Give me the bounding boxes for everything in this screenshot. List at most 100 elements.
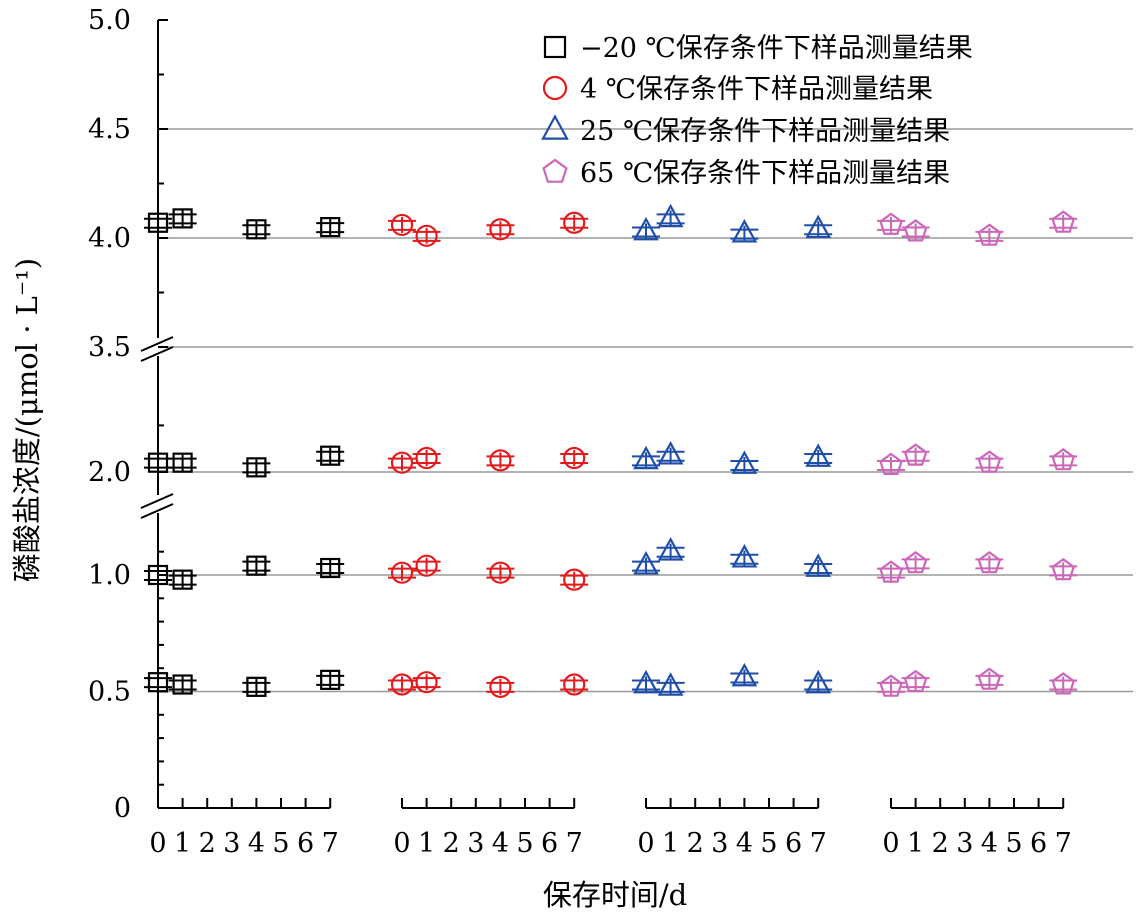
data-point: [486, 218, 515, 241]
x-tick-label: 3: [223, 828, 240, 859]
data-point: [656, 672, 685, 696]
data-point: [632, 669, 660, 694]
y-tick-label: 4.5: [88, 114, 131, 145]
marker: [489, 561, 512, 584]
data-point: [560, 673, 589, 696]
data-point: [144, 564, 172, 586]
y-tick-label: 3.5: [88, 332, 131, 363]
data-marks: [144, 203, 1078, 698]
marker: [879, 452, 903, 475]
data-point: [975, 450, 1004, 473]
data-point: [1049, 672, 1078, 695]
marker: [633, 445, 659, 470]
data-point: [412, 224, 441, 247]
grid-lines: [158, 128, 1133, 693]
x-tick-label: 3: [711, 828, 728, 859]
marker: [977, 450, 1002, 473]
legend-label: 25 ℃保存条件下样品测量结果: [580, 116, 950, 147]
series-group: [388, 211, 589, 698]
data-point: [486, 449, 515, 472]
marker: [147, 564, 169, 586]
marker: [563, 446, 586, 470]
legend-entry: 25 ℃保存条件下样品测量结果: [541, 114, 950, 147]
marker: [147, 212, 169, 233]
marker: [903, 551, 928, 574]
data-point: [656, 441, 685, 465]
marker: [489, 449, 512, 472]
data-point: [804, 214, 833, 239]
marker: [320, 557, 341, 579]
data-point: [486, 675, 515, 698]
data-point: [975, 551, 1004, 574]
data-point: [412, 446, 441, 470]
marker: [563, 673, 586, 696]
x-axis-title: 保存时间/d: [543, 878, 687, 912]
legend-marker-triangle: [541, 114, 569, 140]
marker: [977, 667, 1002, 690]
marker: [903, 219, 928, 242]
marker: [633, 216, 659, 241]
data-point: [388, 451, 416, 474]
data-point: [1049, 210, 1078, 233]
marker: [172, 208, 193, 229]
data-point: [144, 212, 172, 233]
legend-entry: 65 ℃保存条件下样品测量结果: [542, 158, 950, 189]
data-point: [486, 561, 515, 584]
marker: [489, 675, 512, 698]
data-point: [388, 673, 416, 696]
marker: [731, 662, 758, 687]
data-point: [1049, 557, 1078, 581]
series-group: [632, 203, 833, 696]
x-tick-label: 5: [760, 828, 777, 859]
x-tick-label: 1: [418, 828, 435, 859]
data-point: [656, 537, 685, 561]
marker: [879, 212, 903, 235]
data-point: [168, 569, 197, 590]
series-group: [144, 208, 345, 697]
data-point: [656, 203, 685, 228]
legend: −20 ℃保存条件下样品测量结果 4 ℃保存条件下样品测量结果 25 ℃保存条件下样…: [541, 33, 973, 189]
marker: [977, 551, 1002, 574]
marker: [879, 560, 903, 583]
marker: [805, 553, 832, 577]
data-point: [388, 561, 416, 584]
marker: [657, 537, 684, 561]
legend-label: −20 ℃保存条件下样品测量结果: [580, 33, 973, 64]
data-point: [730, 544, 759, 568]
x-tick-label: 5: [516, 828, 533, 859]
marker: [415, 446, 438, 470]
x-tick-label: 7: [1055, 828, 1072, 859]
axis-break-mark: [140, 346, 174, 362]
x-tick-label: 6: [541, 828, 558, 859]
x-tick-label: 1: [907, 828, 924, 859]
data-point: [168, 674, 197, 695]
marker: [657, 672, 684, 696]
marker: [246, 676, 267, 697]
y-tick-label: 1.0: [88, 560, 131, 591]
x-tick-label: 0: [882, 828, 899, 859]
data-point: [804, 443, 833, 467]
data-point: [316, 557, 345, 579]
marker: [415, 224, 438, 247]
data-point: [242, 555, 271, 576]
data-point: [901, 669, 930, 693]
data-point: [316, 217, 345, 238]
marker: [246, 457, 267, 478]
data-point: [412, 554, 441, 577]
data-point: [412, 671, 441, 694]
x-tick-label: 7: [810, 828, 827, 859]
marker: [172, 674, 193, 695]
legend-marker-pentagon: [542, 158, 568, 183]
marker: [246, 219, 267, 240]
marker: [731, 544, 758, 568]
y-tick-label: 0.5: [88, 677, 131, 708]
marker: [731, 218, 758, 243]
data-point: [560, 568, 589, 591]
x-tick-label: 2: [443, 828, 460, 859]
data-point: [242, 219, 271, 240]
marker: [657, 441, 684, 465]
marker: [320, 669, 341, 690]
data-point: [242, 676, 271, 697]
y-tick-label: 5.0: [88, 5, 131, 36]
